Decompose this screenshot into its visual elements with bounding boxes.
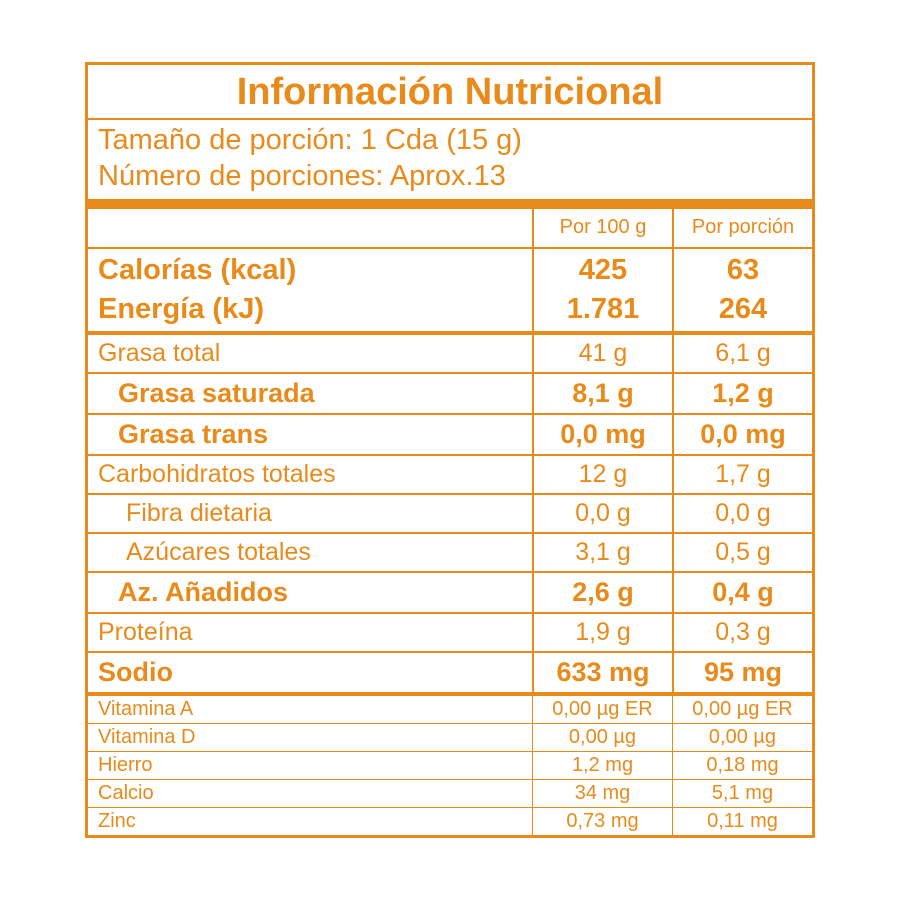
micronutrient-label: Hierro — [88, 752, 532, 779]
micronutrient-per-serving: 0,11 mg — [672, 808, 812, 835]
micronutrient-per100: 0,73 mg — [532, 808, 672, 835]
serving-size: Tamaño de porción: 1 Cda (15 g) — [98, 122, 802, 158]
panel-title: Información Nutricional — [88, 65, 812, 120]
micronutrient-per-serving: 0,18 mg — [672, 752, 812, 779]
nutrient-per100: 633 mg — [532, 653, 672, 692]
nutrient-label: Grasa trans — [88, 415, 532, 454]
col-header-per-serving: Por porción — [672, 209, 812, 247]
nutrient-label: Carbohidratos totales — [88, 456, 532, 493]
calories-per-serving: 63 — [678, 251, 808, 290]
nutrient-per100: 0,0 g — [532, 495, 672, 532]
servings-per-container: Número de porciones: Aprox.13 — [98, 158, 802, 194]
column-header-row: Por 100 g Por porción — [88, 209, 812, 247]
energy-kj-label: Energía (kJ) — [98, 290, 522, 329]
micronutrient-per-serving: 5,1 mg — [672, 780, 812, 807]
nutrient-label: Grasa saturada — [88, 374, 532, 413]
energy-kj-per100: 1.781 — [538, 290, 668, 329]
micronutrient-row: Vitamina D0,00 µg0,00 µg — [88, 723, 812, 751]
nutrient-row: Carbohidratos totales12 g1,7 g — [88, 454, 812, 493]
micronutrient-per-serving: 0,00 µg — [672, 724, 812, 751]
micronutrient-label: Vitamina D — [88, 724, 532, 751]
nutrient-per-serving: 1,7 g — [672, 456, 812, 493]
calories-label: Calorías (kcal) — [98, 251, 522, 290]
micronutrient-per100: 0,00 µg ER — [532, 696, 672, 723]
nutrient-row: Az. Añadidos2,6 g0,4 g — [88, 571, 812, 612]
nutrient-label: Fibra dietaria — [88, 495, 532, 532]
nutrient-per-serving: 1,2 g — [672, 374, 812, 413]
energy-row: Calorías (kcal) Energía (kJ) 425 1.781 6… — [88, 247, 812, 331]
nutrient-per100: 12 g — [532, 456, 672, 493]
nutrient-per-serving: 0,5 g — [672, 534, 812, 571]
nutrient-label: Sodio — [88, 653, 532, 692]
nutrient-per100: 41 g — [532, 335, 672, 372]
col-header-per100: Por 100 g — [532, 209, 672, 247]
nutrient-row: Grasa trans0,0 mg0,0 mg — [88, 413, 812, 454]
nutrition-facts-panel: Información Nutricional Tamaño de porció… — [85, 62, 815, 838]
nutrient-per100: 3,1 g — [532, 534, 672, 571]
micronutrient-label: Vitamina A — [88, 696, 532, 723]
nutrient-label: Azúcares totales — [88, 534, 532, 571]
nutrient-row: Sodio633 mg95 mg — [88, 651, 812, 692]
micronutrient-rows: Vitamina A0,00 µg ER0,00 µg ERVitamina D… — [88, 696, 812, 835]
micronutrient-per100: 34 mg — [532, 780, 672, 807]
nutrient-row: Grasa total41 g6,1 g — [88, 331, 812, 372]
nutrient-row: Grasa saturada8,1 g1,2 g — [88, 372, 812, 413]
nutrient-per100: 0,0 mg — [532, 415, 672, 454]
nutrient-per-serving: 0,0 mg — [672, 415, 812, 454]
nutrient-row: Fibra dietaria0,0 g0,0 g — [88, 493, 812, 532]
nutrient-row: Proteína1,9 g0,3 g — [88, 612, 812, 651]
nutrient-label: Proteína — [88, 614, 532, 651]
nutrient-row: Azúcares totales3,1 g0,5 g — [88, 532, 812, 571]
energy-kj-per-serving: 264 — [678, 290, 808, 329]
nutrient-per100: 8,1 g — [532, 374, 672, 413]
nutrient-per-serving: 0,0 g — [672, 495, 812, 532]
nutrient-per-serving: 6,1 g — [672, 335, 812, 372]
micronutrient-label: Calcio — [88, 780, 532, 807]
micronutrient-per100: 1,2 mg — [532, 752, 672, 779]
calories-per100: 425 — [538, 251, 668, 290]
micronutrient-row: Vitamina A0,00 µg ER0,00 µg ER — [88, 696, 812, 723]
nutrient-per-serving: 0,3 g — [672, 614, 812, 651]
nutrient-rows: Grasa total41 g6,1 gGrasa saturada8,1 g1… — [88, 331, 812, 692]
nutrient-per100: 1,9 g — [532, 614, 672, 651]
nutrient-per-serving: 95 mg — [672, 653, 812, 692]
micronutrient-row: Zinc0,73 mg0,11 mg — [88, 807, 812, 835]
nutrient-per100: 2,6 g — [532, 573, 672, 612]
nutrient-label: Grasa total — [88, 335, 532, 372]
micronutrient-per-serving: 0,00 µg ER — [672, 696, 812, 723]
micronutrient-per100: 0,00 µg — [532, 724, 672, 751]
micronutrient-row: Hierro1,2 mg0,18 mg — [88, 751, 812, 779]
nutrient-label: Az. Añadidos — [88, 573, 532, 612]
nutrient-per-serving: 0,4 g — [672, 573, 812, 612]
serving-info: Tamaño de porción: 1 Cda (15 g) Número d… — [88, 120, 812, 199]
micronutrient-row: Calcio34 mg5,1 mg — [88, 779, 812, 807]
micronutrient-label: Zinc — [88, 808, 532, 835]
